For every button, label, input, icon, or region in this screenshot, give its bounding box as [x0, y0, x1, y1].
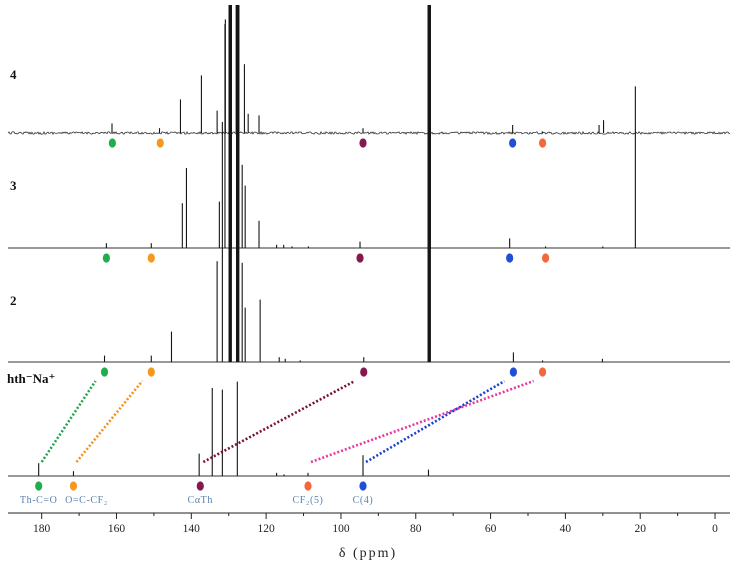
assignment-label: O=C-CF₂ — [65, 495, 108, 506]
spectrum-label: 2 — [10, 293, 17, 308]
correlation-connector — [40, 380, 97, 463]
assignment-dot — [509, 367, 517, 377]
correlation-connector — [310, 379, 535, 464]
assignment-dot — [100, 367, 109, 377]
assignment-dot — [304, 481, 312, 491]
assignment-dot — [35, 481, 43, 491]
spectrum-3 — [8, 5, 730, 249]
x-axis-tick-label: 20 — [634, 523, 646, 535]
assignment-label: CαTh — [188, 495, 213, 506]
assignment-dot — [356, 253, 364, 263]
spectrum-2 — [8, 5, 730, 363]
assignment-dot — [359, 481, 367, 491]
spectrum-label: 3 — [10, 178, 17, 193]
assignment-dot — [538, 138, 547, 148]
assignment-label: CF₂(5) — [293, 495, 324, 506]
x-axis-tick-label: 40 — [560, 523, 572, 535]
x-axis: 180 160 140 120 100 80 60 40 20 0 δ (ppm) — [8, 512, 730, 561]
spectrum-label: 4 — [10, 67, 17, 82]
x-axis-tick-label: 180 — [33, 523, 51, 535]
x-axis-tick-label: 160 — [108, 523, 126, 535]
assignment-dot — [506, 253, 514, 263]
spectrum-label: hth⁻Na⁺ — [7, 371, 55, 386]
x-axis-tick-label: 120 — [257, 523, 275, 535]
spectrum-hthna — [8, 381, 730, 477]
assignment-label: Th-C=O — [20, 495, 58, 506]
x-axis-tick-label: 140 — [183, 523, 201, 535]
x-axis-tick-label: 60 — [485, 523, 497, 535]
correlation-connector — [202, 379, 356, 464]
spectrum-baseline — [7, 130, 731, 136]
assignment-dot — [196, 481, 204, 491]
assignment-dot — [359, 138, 367, 148]
x-axis-tick-label: 0 — [712, 523, 718, 535]
spectrum-4 — [7, 5, 731, 136]
assignment-dot — [360, 367, 368, 377]
x-axis-tick-label: 100 — [332, 523, 350, 535]
assignment-dot — [147, 253, 155, 263]
assignment-dot — [147, 367, 155, 377]
assignment-dot — [156, 138, 164, 148]
x-axis-title: δ (ppm) — [339, 546, 397, 561]
assignment-dot — [538, 367, 547, 377]
assignment-dot — [102, 253, 110, 263]
correlation-connector — [75, 380, 144, 463]
assignment-dot — [69, 481, 78, 491]
assignment-dot — [108, 138, 116, 148]
assignment-label: C(4) — [353, 495, 374, 506]
assignment-dot — [509, 138, 517, 148]
assignment-dot — [541, 253, 550, 263]
x-axis-tick-label: 80 — [410, 523, 422, 535]
correlation-connector — [365, 379, 506, 464]
